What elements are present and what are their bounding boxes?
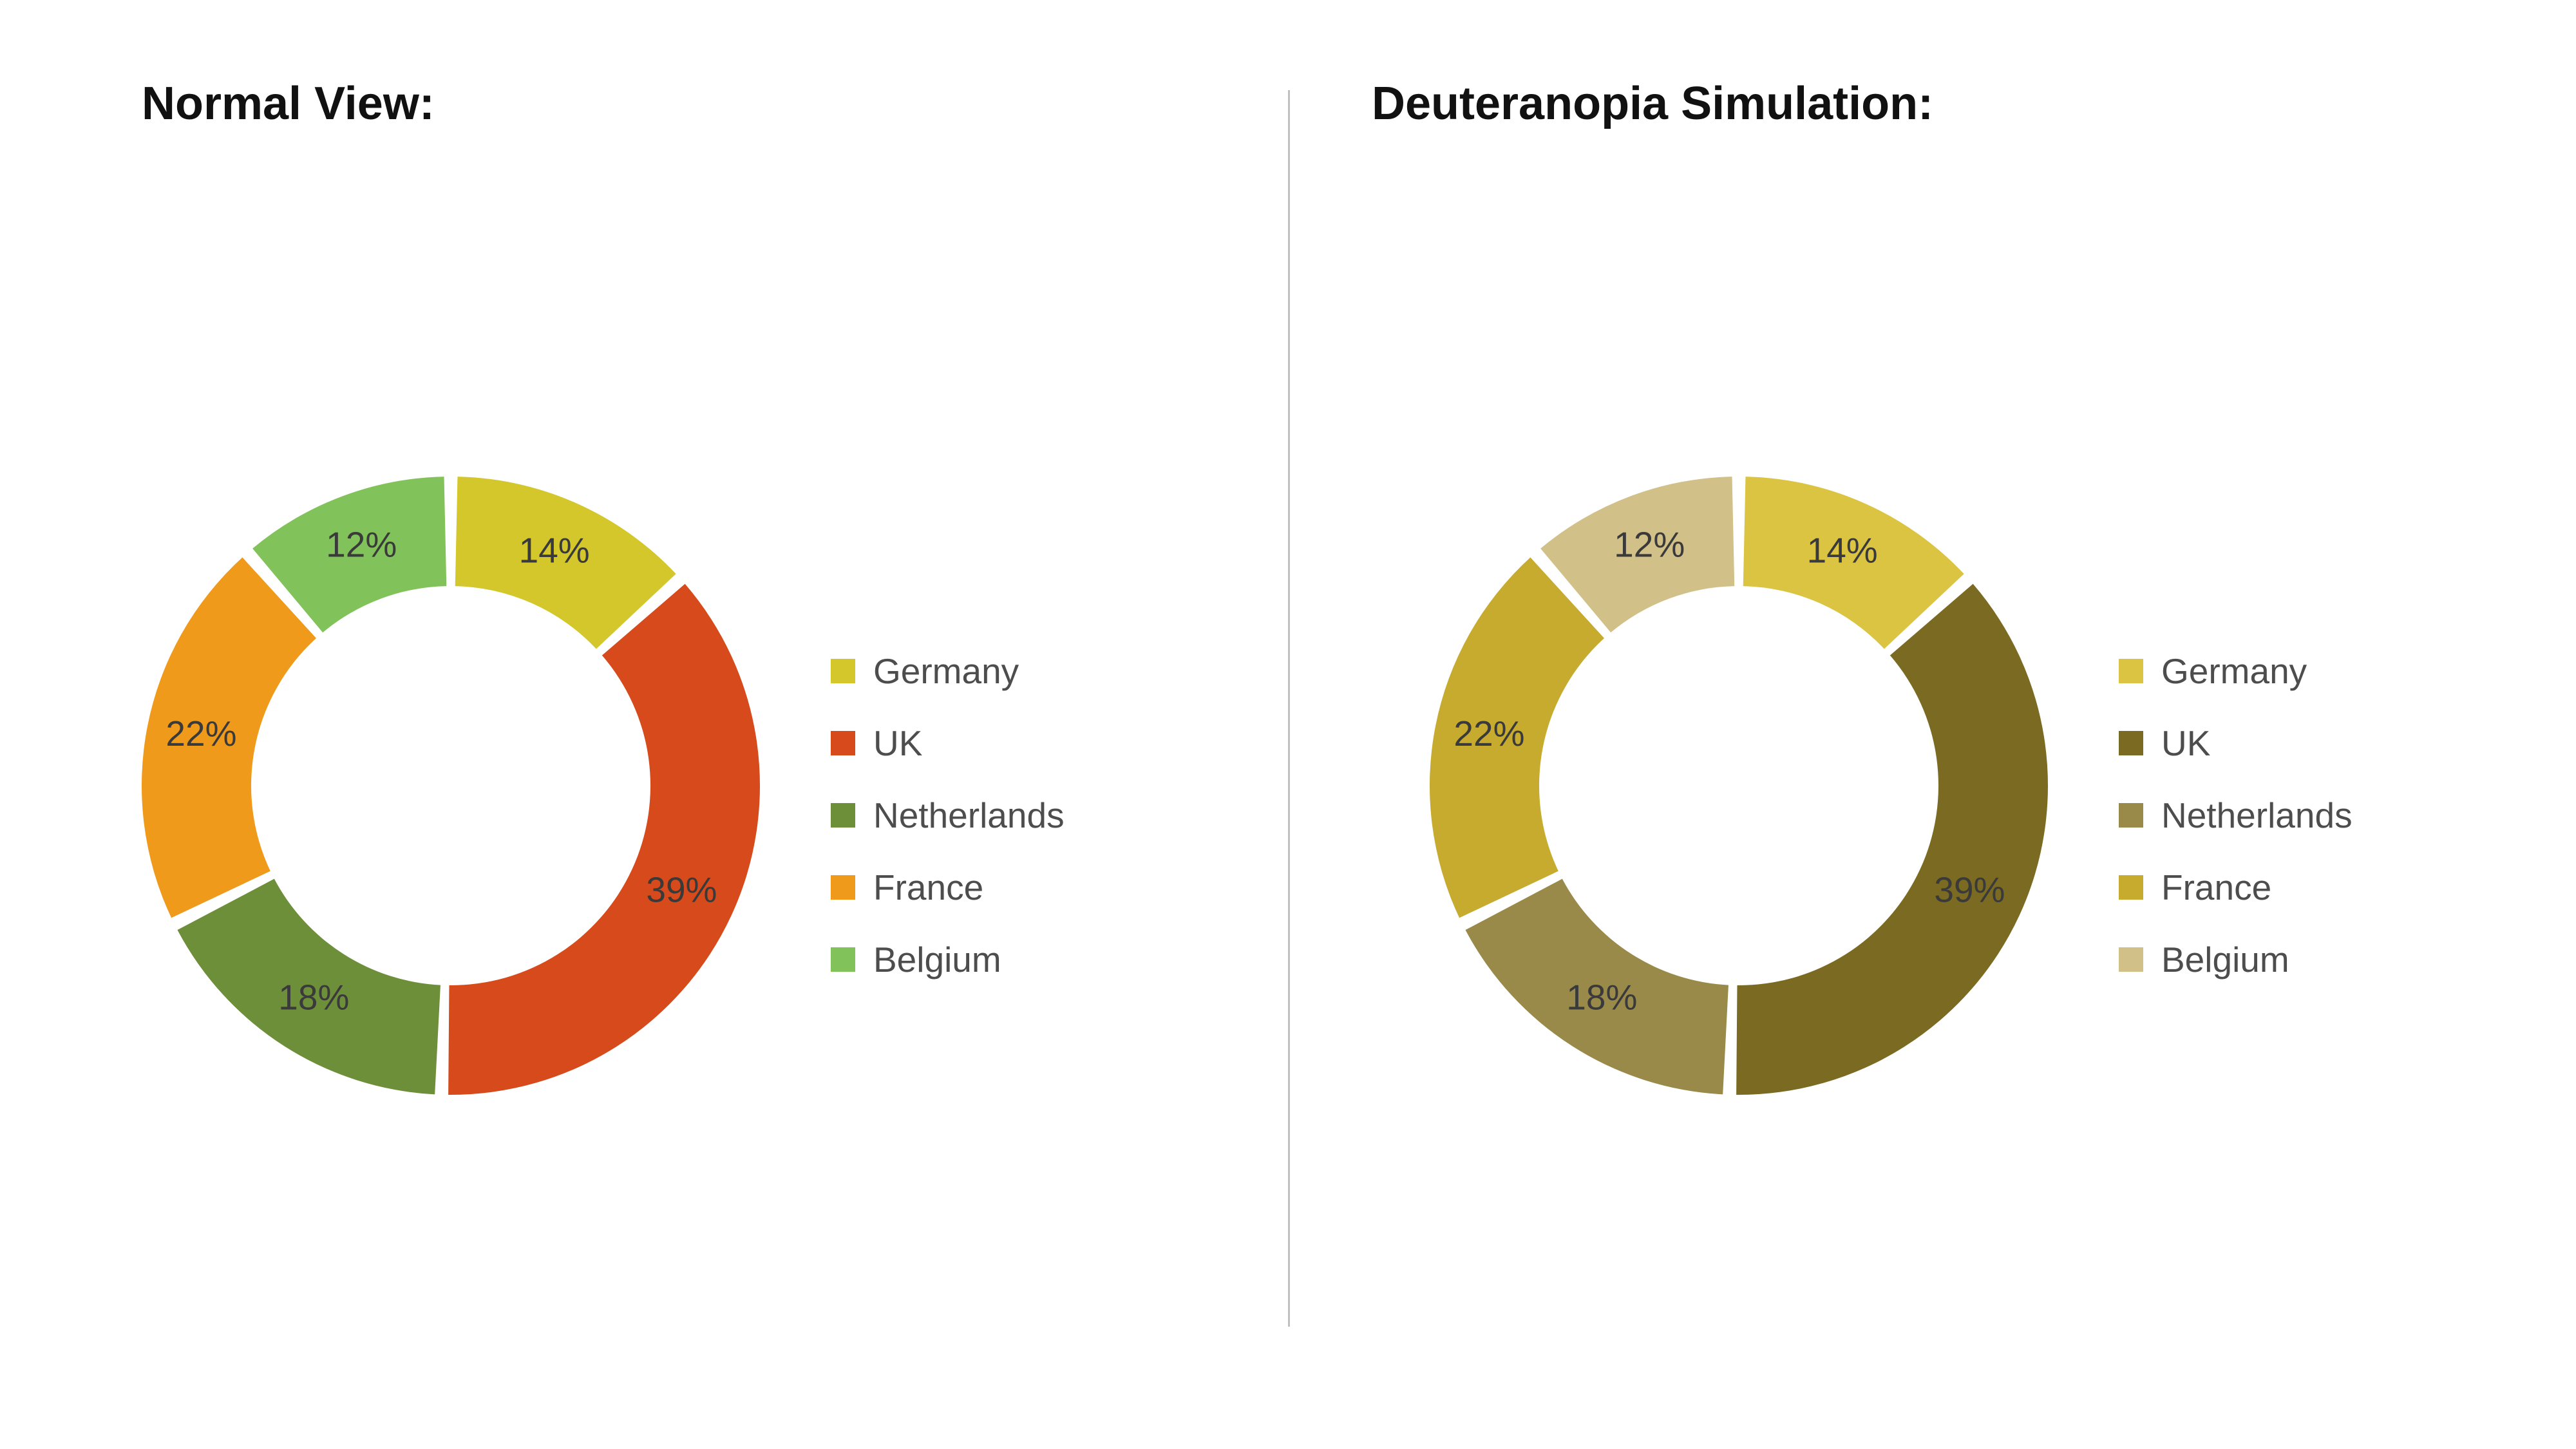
legend-item-belgium: Belgium [2119,939,2353,980]
legend-item-netherlands: Netherlands [2119,795,2353,836]
legend-label-uk: UK [2161,723,2210,764]
panel-title-deuteranopia: Deuteranopia Simulation: [1372,77,1933,130]
legend-item-germany: Germany [831,650,1065,692]
donut-chart-deuteranopia: 14% 39% 18% 22% 12% [1417,464,2061,1108]
legend-swatch-uk [831,731,855,755]
legend-item-france: France [831,867,1065,908]
slice-label-netherlands: 18% [1566,977,1637,1017]
legend-label-netherlands: Netherlands [873,795,1065,836]
panel-normal: Normal View: 14% 39% 18% 22% 12% Germany UK Ne… [0,0,1288,1449]
slice-label-uk: 39% [646,870,717,910]
slice-uk [1736,584,2048,1095]
slice-label-netherlands: 18% [278,977,349,1017]
slice-label-belgium: 12% [1614,525,1685,565]
slice-label-germany: 14% [1807,531,1878,571]
legend-item-uk: UK [2119,723,2353,764]
legend-swatch-netherlands [2119,803,2143,828]
legend-item-belgium: Belgium [831,939,1065,980]
legend-swatch-belgium [2119,947,2143,972]
legend-label-france: France [873,867,983,908]
legend-deuteranopia: Germany UK Netherlands France Belgium [2119,650,2353,980]
slice-label-germany: 14% [519,531,590,571]
slice-label-uk: 39% [1934,870,2005,910]
panel-title-normal: Normal View: [142,77,435,130]
page-root: Normal View: 14% 39% 18% 22% 12% Germany UK Ne… [0,0,2576,1449]
legend-swatch-belgium [831,947,855,972]
legend-item-uk: UK [831,723,1065,764]
legend-normal: Germany UK Netherlands France Belgium [831,650,1065,980]
slice-label-france: 22% [166,714,236,753]
legend-swatch-germany [831,659,855,683]
legend-item-france: France [2119,867,2353,908]
legend-swatch-netherlands [831,803,855,828]
legend-swatch-germany [2119,659,2143,683]
legend-label-belgium: Belgium [2161,939,2289,980]
legend-swatch-uk [2119,731,2143,755]
legend-label-belgium: Belgium [873,939,1001,980]
legend-item-germany: Germany [2119,650,2353,692]
legend-label-germany: Germany [873,650,1019,692]
legend-swatch-france [2119,875,2143,900]
legend-label-germany: Germany [2161,650,2307,692]
legend-label-uk: UK [873,723,922,764]
slice-label-france: 22% [1454,714,1524,753]
slice-uk [448,584,760,1095]
legend-label-france: France [2161,867,2271,908]
legend-item-netherlands: Netherlands [831,795,1065,836]
panel-deuteranopia: Deuteranopia Simulation: 14% 39% 18% 22% 12%… [1288,0,2576,1449]
slice-label-belgium: 12% [326,525,397,565]
legend-swatch-france [831,875,855,900]
donut-chart-normal: 14% 39% 18% 22% 12% [129,464,773,1108]
legend-label-netherlands: Netherlands [2161,795,2353,836]
